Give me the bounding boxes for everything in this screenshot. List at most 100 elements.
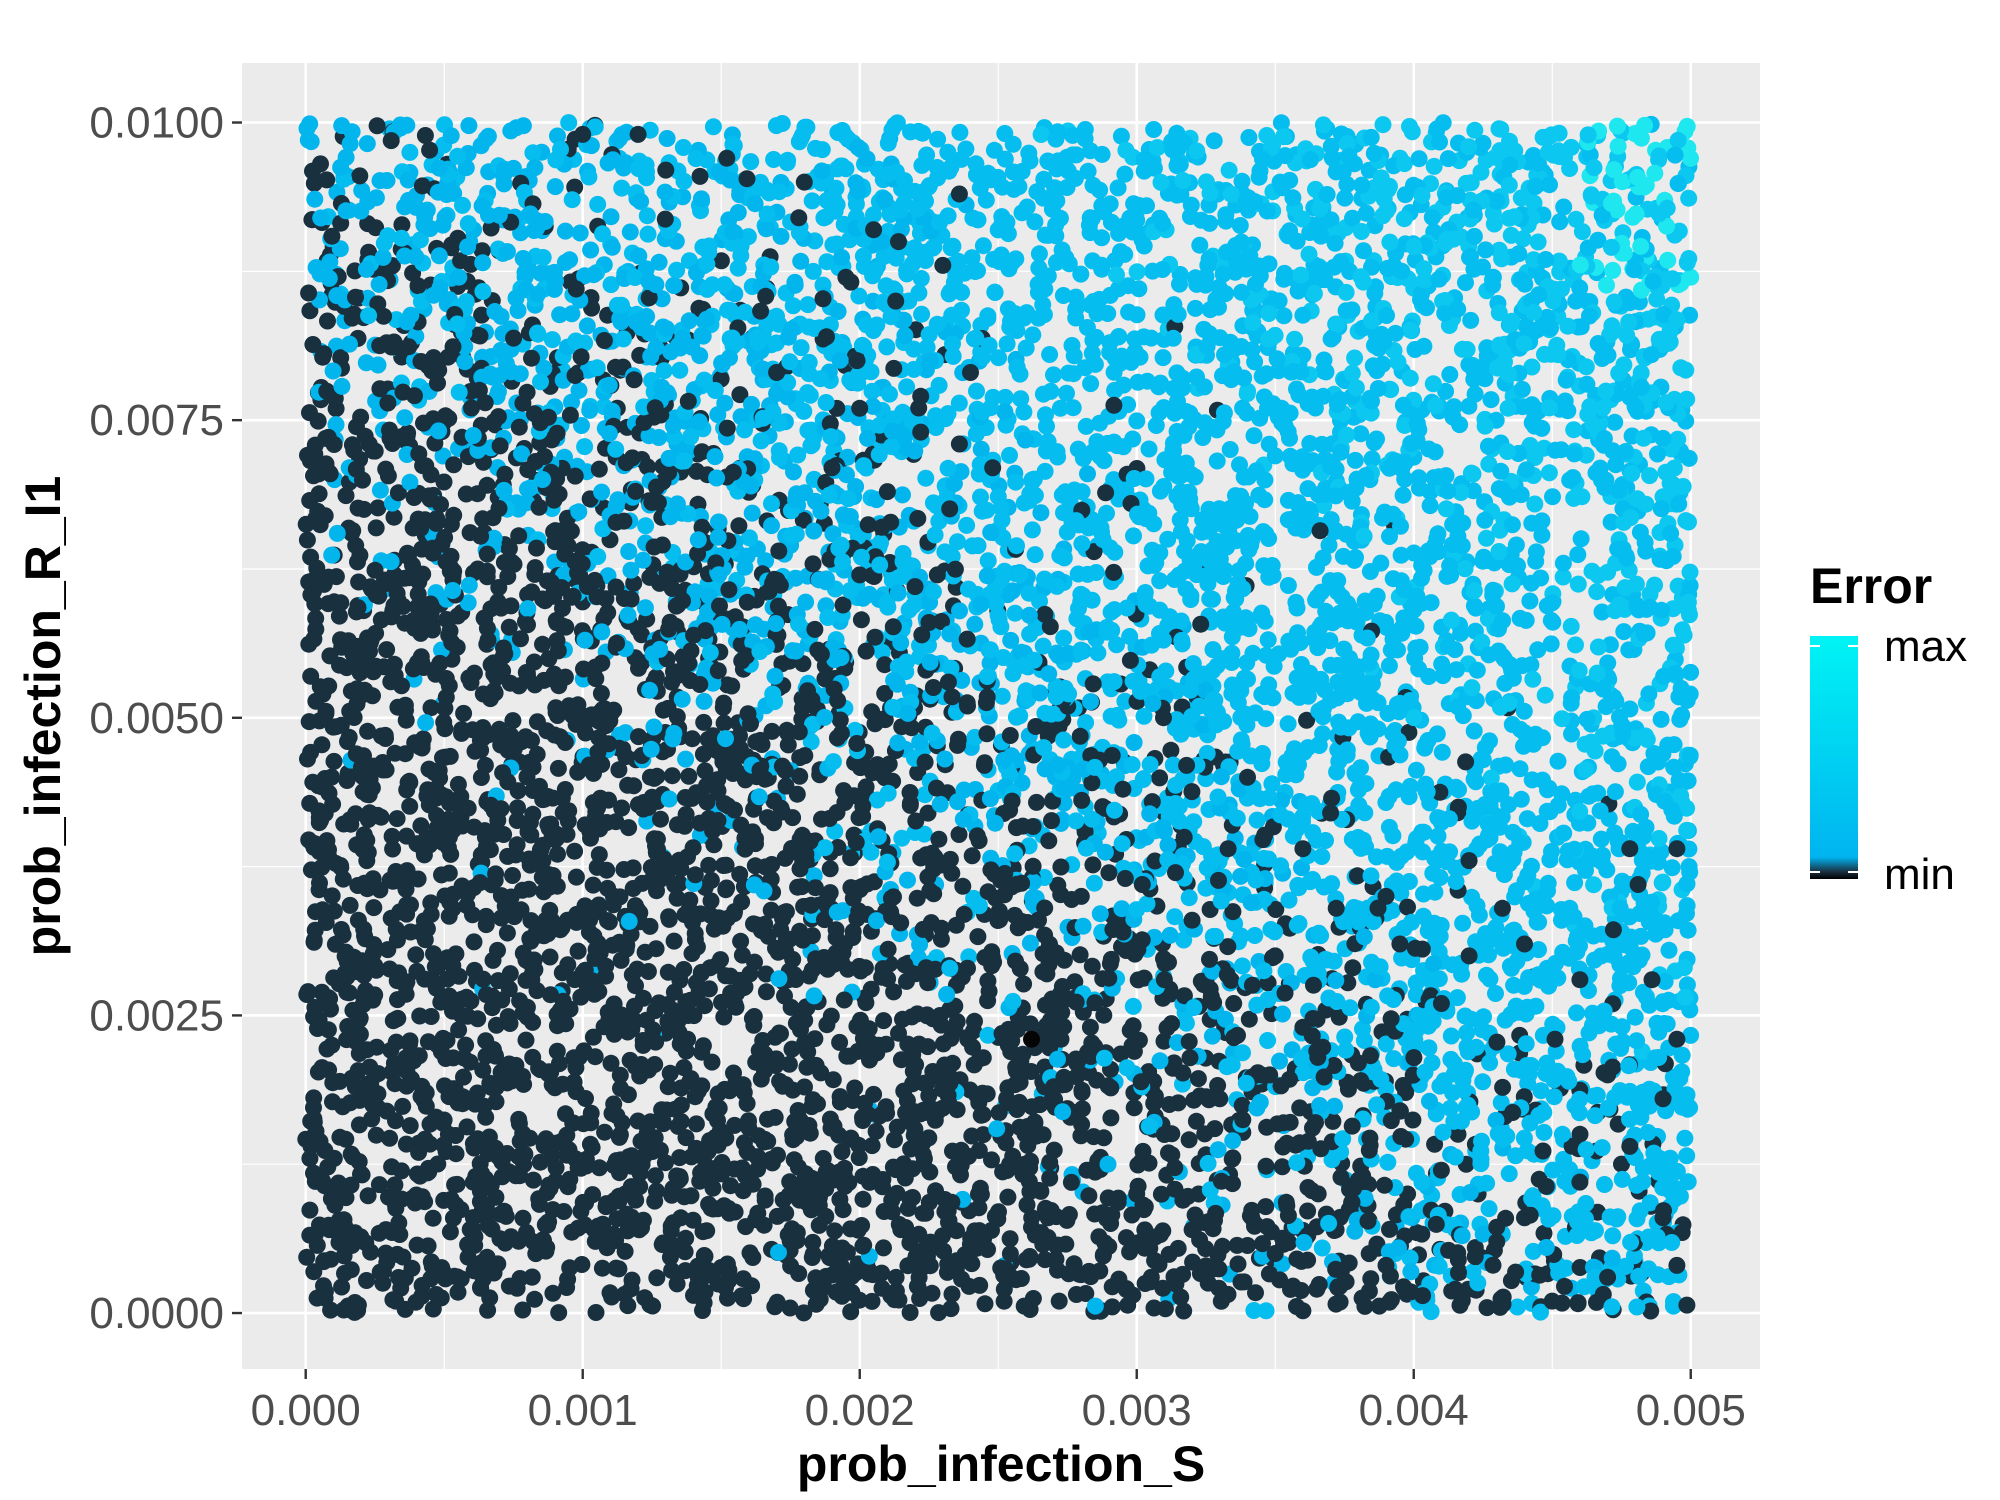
scatter-point: [524, 1171, 542, 1189]
scatter-point: [826, 822, 844, 840]
scatter-point: [319, 312, 336, 330]
scatter-point: [1527, 543, 1545, 561]
scatter-point: [504, 867, 521, 884]
scatter-point: [1018, 1196, 1036, 1214]
scatter-point: [1524, 670, 1542, 688]
scatter-point: [677, 1229, 695, 1247]
scatter-point: [1368, 587, 1386, 605]
scatter-point: [1175, 931, 1193, 949]
scatter-point: [636, 599, 654, 617]
scatter-point: [357, 354, 375, 372]
scatter-point: [986, 283, 1004, 301]
scatter-point: [1276, 264, 1293, 282]
scatter-point: [543, 331, 561, 349]
scatter-point: [1556, 392, 1574, 410]
scatter-point: [784, 297, 802, 315]
scatter-point: [981, 790, 999, 808]
scatter-point: [972, 440, 990, 458]
scatter-point: [351, 167, 369, 185]
scatter-point: [588, 359, 606, 377]
scatter-point: [729, 204, 747, 221]
scatter-point: [613, 179, 631, 197]
scatter-point: [1162, 741, 1180, 759]
scatter-point: [371, 481, 389, 499]
scatter-point: [1113, 900, 1131, 918]
scatter-point: [992, 246, 1010, 264]
scatter-point: [1199, 1154, 1217, 1172]
scatter-point: [630, 659, 647, 677]
scatter-point: [1557, 371, 1575, 389]
scatter-point: [1079, 162, 1097, 180]
scatter-point: [1015, 975, 1033, 993]
scatter-point: [1056, 483, 1074, 501]
scatter-point: [680, 767, 698, 785]
scatter-point: [1449, 1125, 1467, 1143]
scatter-point: [966, 615, 984, 633]
scatter-point: [1526, 495, 1544, 513]
scatter-point: [1368, 430, 1385, 448]
scatter-point: [358, 135, 376, 153]
scatter-point: [1124, 1017, 1142, 1035]
scatter-point: [333, 117, 351, 135]
scatter-point: [1279, 715, 1297, 733]
scatter-point: [1678, 1296, 1696, 1314]
scatter-point: [646, 1167, 664, 1185]
scatter-point: [831, 1190, 849, 1208]
scatter-point: [1567, 636, 1584, 654]
scatter-point: [1395, 155, 1413, 173]
scatter-point: [757, 965, 775, 983]
scatter-point: [1535, 1224, 1553, 1242]
scatter-point: [1154, 349, 1172, 367]
scatter-point: [914, 1204, 932, 1222]
scatter-point: [1537, 1065, 1555, 1083]
scatter-point: [460, 576, 478, 594]
scatter-point: [608, 1107, 626, 1125]
scatter-point: [715, 694, 733, 712]
scatter-point: [325, 1149, 343, 1167]
scatter-point: [1437, 500, 1455, 518]
scatter-point: [958, 516, 976, 534]
scatter-point: [616, 1242, 634, 1260]
scatter-point: [546, 178, 564, 196]
scatter-point: [873, 1279, 891, 1297]
scatter-point: [1013, 204, 1031, 222]
scatter-point: [1679, 921, 1697, 939]
scatter-point: [1145, 1299, 1163, 1317]
scatter-point: [799, 1043, 817, 1061]
scatter-point: [834, 596, 852, 614]
scatter-point: [626, 1012, 644, 1030]
scatter-point: [382, 909, 400, 927]
scatter-point: [1346, 349, 1364, 367]
scatter-point: [675, 961, 693, 978]
scatter-point: [328, 524, 346, 542]
scatter-point: [1006, 604, 1024, 622]
scatter-point: [325, 752, 343, 770]
scatter-point: [672, 1096, 690, 1114]
scatter-point: [526, 1290, 544, 1308]
scatter-point: [1161, 926, 1179, 944]
scatter-point: [731, 386, 749, 404]
scatter-point: [769, 597, 787, 615]
scatter-point: [305, 1089, 323, 1107]
scatter-point: [452, 1006, 470, 1024]
scatter-point: [1248, 996, 1266, 1014]
scatter-point: [1185, 1091, 1203, 1109]
scatter-point: [1577, 358, 1595, 376]
scatter-point: [899, 871, 916, 889]
scatter-point: [737, 1218, 755, 1236]
scatter-point: [571, 224, 589, 242]
scatter-point: [738, 1095, 756, 1112]
scatter-point: [1084, 856, 1102, 874]
scatter-point: [637, 517, 655, 535]
scatter-point: [1180, 1131, 1198, 1149]
scatter-point: [1266, 923, 1284, 941]
scatter-point: [617, 724, 634, 742]
scatter-point: [1554, 568, 1572, 586]
scatter-point: [424, 1300, 442, 1318]
scatter-point: [1639, 1124, 1657, 1141]
scatter-point: [1034, 385, 1052, 403]
scatter-point: [770, 442, 788, 460]
scatter-point: [712, 252, 730, 270]
scatter-point: [386, 1176, 404, 1194]
scatter-point: [549, 127, 566, 145]
